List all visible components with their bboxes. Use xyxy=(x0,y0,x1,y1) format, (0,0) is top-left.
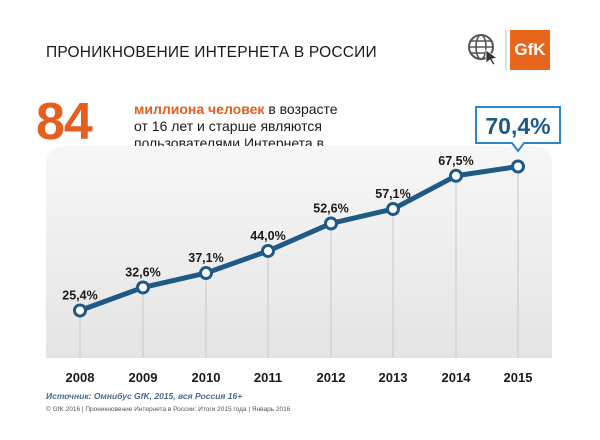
source-note: Источник: Омнибус GfK, 2015, вся Россия … xyxy=(46,391,243,401)
data-point-2010 xyxy=(199,266,213,281)
x-tick-2008: 2008 xyxy=(66,370,95,385)
data-point-2012 xyxy=(324,216,338,231)
data-point-2009 xyxy=(136,280,150,295)
plot-area xyxy=(46,146,552,358)
data-point-2008 xyxy=(73,303,87,318)
gfk-logo: GfK xyxy=(510,30,550,70)
data-point-2011 xyxy=(261,243,275,258)
footer-note: © GfK 2016 | Проникновение Интернета в Р… xyxy=(46,406,291,413)
data-point-2015 xyxy=(511,159,525,174)
headline-strong: миллиона человек xyxy=(134,101,265,117)
value-label-2009: 32,6% xyxy=(125,265,160,279)
page-title: ПРОНИКНОВЕНИЕ ИНТЕРНЕТА В РОССИИ xyxy=(46,44,377,61)
x-tick-2015: 2015 xyxy=(504,370,533,385)
headline-number: 84 xyxy=(36,93,93,151)
value-label-2010: 37,1% xyxy=(188,251,223,265)
callout-box xyxy=(475,106,561,153)
headline-line2: от 16 лет и старше являются xyxy=(134,118,322,134)
headline-line1-rest: в возрасте xyxy=(264,101,338,117)
x-tick-2012: 2012 xyxy=(317,370,346,385)
value-label-2008: 25,4% xyxy=(62,289,97,303)
value-label-2012: 52,6% xyxy=(313,201,348,215)
x-tick-2013: 2013 xyxy=(379,370,408,385)
value-label-2015: 70,4% xyxy=(485,113,550,139)
value-label-2014: 67,5% xyxy=(438,154,473,168)
series-line xyxy=(77,164,521,313)
x-tick-2010: 2010 xyxy=(192,370,221,385)
x-tick-2009: 2009 xyxy=(129,370,158,385)
data-point-2014 xyxy=(449,168,463,183)
value-label-2011: 44,0% xyxy=(250,229,285,243)
data-point-2013 xyxy=(386,202,400,217)
globe-cursor-icon xyxy=(468,34,498,66)
logo-separator xyxy=(505,30,507,70)
value-label-2013: 57,1% xyxy=(375,187,410,201)
x-tick-2011: 2011 xyxy=(254,370,282,385)
x-tick-2014: 2014 xyxy=(442,370,472,385)
